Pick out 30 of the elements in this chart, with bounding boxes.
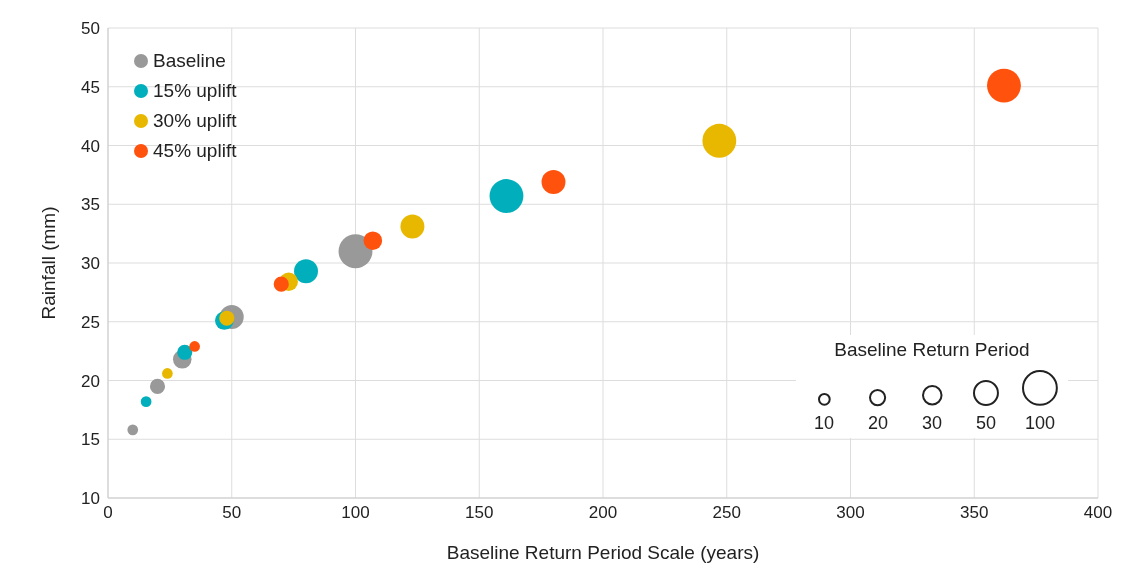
x-tick-label: 50 xyxy=(222,503,242,523)
y-tick-label: 45 xyxy=(81,77,100,97)
x-tick-label: 350 xyxy=(960,503,989,523)
y-axis-title: Rainfall (mm) xyxy=(37,206,59,320)
legend-title: Baseline Return Period xyxy=(833,339,1031,362)
legend-label: 100 xyxy=(1024,413,1056,434)
x-tick-label: 400 xyxy=(1083,503,1113,523)
legend-label: 20 xyxy=(867,413,889,434)
x-tick-label: 0 xyxy=(103,503,113,523)
y-tick-label: 35 xyxy=(81,195,100,215)
y-tick-label: 25 xyxy=(81,312,100,332)
x-tick-label: 250 xyxy=(712,503,741,523)
y-tick-label: 50 xyxy=(81,19,100,39)
legend-label: 15% uplift xyxy=(153,80,237,102)
legend-label: Baseline xyxy=(153,50,226,72)
legend-label: 30 xyxy=(921,413,943,434)
y-tick-label: 10 xyxy=(81,489,100,509)
x-axis-title: Baseline Return Period Scale (years) xyxy=(446,542,760,564)
y-tick-label: 20 xyxy=(81,371,100,391)
y-tick-label: 15 xyxy=(81,430,100,450)
legend-label: 45% uplift xyxy=(153,140,237,162)
legend-label: 50 xyxy=(975,413,997,434)
legend-label: 30% uplift xyxy=(153,110,237,132)
x-tick-label: 100 xyxy=(341,503,370,523)
legend-label: 10 xyxy=(813,413,835,434)
x-tick-label: 150 xyxy=(465,503,494,523)
x-tick-label: 200 xyxy=(588,503,618,523)
x-tick-label: 300 xyxy=(836,503,865,523)
y-tick-label: 30 xyxy=(81,254,100,274)
y-tick-label: 40 xyxy=(81,136,100,156)
